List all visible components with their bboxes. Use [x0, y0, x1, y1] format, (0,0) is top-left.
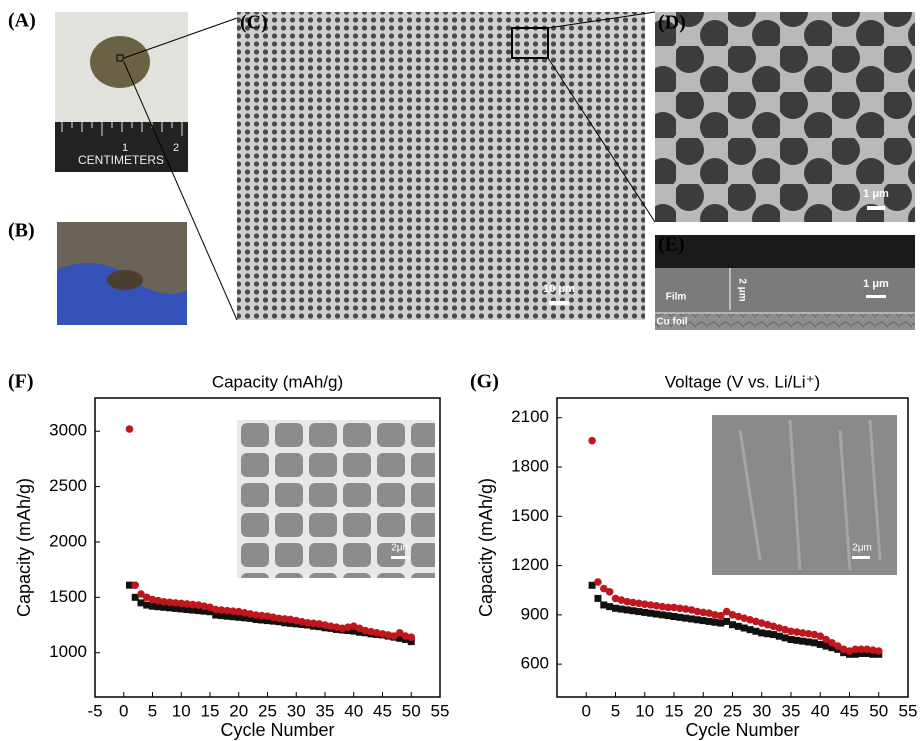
inset-f	[237, 420, 435, 578]
x-tick-label: 10	[635, 701, 654, 720]
sem-c	[237, 12, 645, 320]
y-tick-label: 900	[521, 604, 549, 623]
x-tick-label: 40	[811, 701, 830, 720]
y-tick-label: 1500	[511, 506, 549, 525]
y-tick-label: 1800	[511, 456, 549, 475]
data-point	[594, 578, 602, 586]
x-tick-label: 15	[665, 701, 684, 720]
x-tick-label: 30	[752, 701, 771, 720]
x-tick-label: 50	[869, 701, 888, 720]
x-tick-label: 30	[287, 701, 306, 720]
data-point	[407, 633, 415, 641]
y-tick-label: 2100	[511, 407, 549, 426]
data-point	[588, 437, 596, 445]
x-tick-label: 0	[582, 701, 591, 720]
x-tick-label: 5	[148, 701, 157, 720]
panel-label: (A)	[8, 10, 36, 32]
x-axis-label: Cycle Number	[220, 720, 334, 740]
x-tick-label: 20	[229, 701, 248, 720]
data-point	[594, 595, 601, 602]
x-tick-label: 25	[723, 701, 742, 720]
panel-label: (B)	[8, 220, 35, 242]
scale-bar	[867, 206, 885, 210]
inset-scale-bar	[391, 556, 409, 559]
scale-label: Cu foil	[656, 317, 687, 328]
photo-b	[57, 222, 187, 325]
data-point	[131, 581, 139, 589]
ruler-tick: 2	[173, 142, 179, 154]
panel-label: (G)	[470, 371, 499, 393]
data-point	[606, 588, 614, 596]
y-axis-label: Capacity (mAh/g)	[14, 478, 34, 617]
chart-title: Capacity (mAh/g)	[212, 372, 343, 391]
panel-label: (D)	[658, 12, 686, 34]
scale-label: 1 μm	[863, 278, 889, 290]
x-tick-label: 45	[840, 701, 859, 720]
inset-scale-bar	[852, 556, 870, 559]
x-tick-label: 35	[316, 701, 335, 720]
y-tick-label: 2000	[49, 531, 87, 550]
inset-scale: 2μm	[852, 543, 872, 554]
x-tick-label: 55	[431, 701, 450, 720]
y-tick-label: 1200	[511, 555, 549, 574]
y-tick-label: 600	[521, 654, 549, 673]
y-tick-label: 1500	[49, 587, 87, 606]
scale-label: 1 μm	[863, 188, 889, 200]
inset-scale: 2μm	[391, 543, 411, 554]
x-tick-label: 35	[782, 701, 801, 720]
scale-label: Film	[666, 292, 687, 303]
x-tick-label: -5	[87, 701, 102, 720]
ruler-tick: 1	[122, 142, 128, 154]
x-tick-label: 15	[201, 701, 220, 720]
x-tick-label: 20	[694, 701, 713, 720]
y-tick-label: 1000	[49, 642, 87, 661]
x-tick-label: 40	[344, 701, 363, 720]
scale-bar	[549, 301, 569, 305]
x-axis-label: Cycle Number	[685, 720, 799, 740]
data-point	[875, 647, 883, 655]
scale-label: 10 μm	[543, 283, 575, 295]
figure: (A) (B) (C) (D) (E) (F) (G) CENTIMETERS1 2 10 μm 1…	[0, 0, 923, 741]
y-axis-label: Capacity (mAh/g)	[476, 478, 496, 617]
x-tick-label: 50	[402, 701, 421, 720]
panel-label: (E)	[658, 234, 685, 256]
x-tick-label: 10	[172, 701, 191, 720]
panel-label: (C)	[240, 12, 268, 34]
x-tick-label: 55	[899, 701, 918, 720]
data-point	[126, 425, 134, 433]
x-tick-label: 45	[373, 701, 392, 720]
y-tick-label: 2500	[49, 476, 87, 495]
x-tick-label: 25	[258, 701, 277, 720]
scale-label: 2 μm	[736, 278, 747, 301]
y-tick-label: 3000	[49, 421, 87, 440]
panel-label: (F)	[8, 371, 34, 393]
ruler-label: CENTIMETERS	[78, 153, 164, 167]
chart-title: Voltage (V vs. Li/Li⁺)	[665, 372, 820, 391]
x-tick-label: 0	[119, 701, 128, 720]
x-tick-label: 5	[611, 701, 620, 720]
